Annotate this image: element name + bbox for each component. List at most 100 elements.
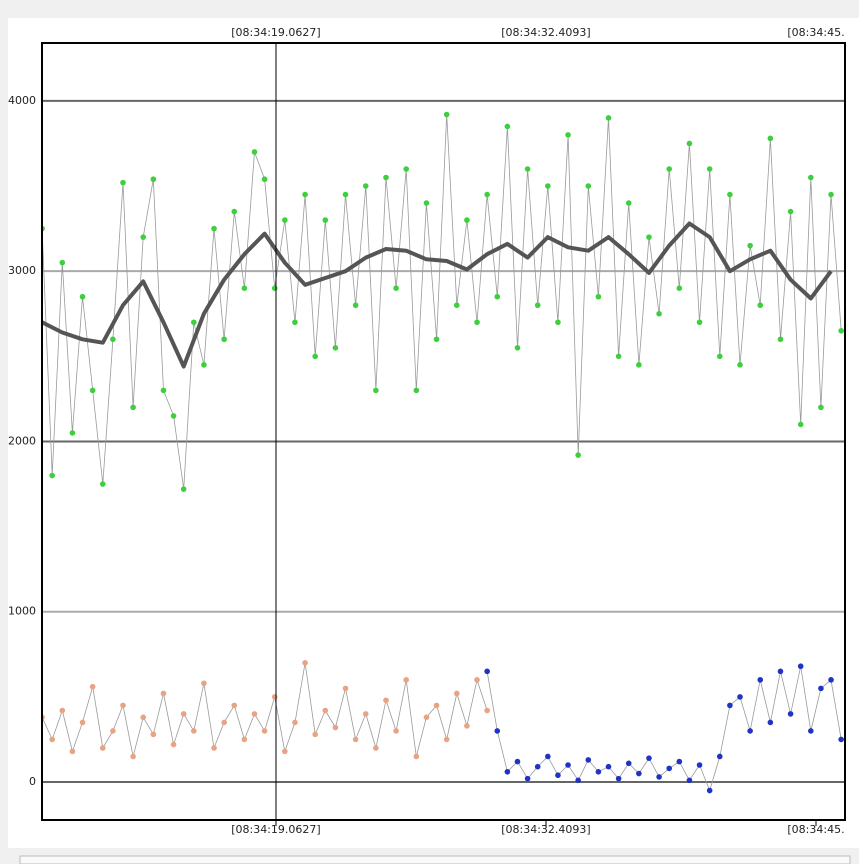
y-tick-label: 2000 <box>8 434 36 447</box>
x-tick-label-bottom: [08:34:32.4093] <box>501 823 590 836</box>
point <box>383 174 389 181</box>
point <box>484 668 490 675</box>
point <box>777 336 784 343</box>
point <box>605 115 612 121</box>
y-tick-label: 4000 <box>8 94 36 107</box>
point <box>342 191 349 198</box>
point <box>808 174 814 181</box>
point <box>575 452 581 458</box>
point <box>474 319 480 326</box>
point <box>79 719 86 726</box>
point <box>69 430 76 436</box>
point <box>403 677 410 683</box>
point <box>767 719 774 726</box>
point <box>747 242 753 249</box>
point <box>89 387 96 394</box>
point <box>110 336 116 343</box>
point <box>706 787 713 794</box>
point <box>322 707 329 714</box>
point <box>59 707 66 714</box>
point <box>352 736 359 743</box>
point <box>180 486 187 492</box>
point <box>615 775 622 782</box>
point <box>59 259 66 266</box>
point <box>727 702 733 709</box>
point <box>524 775 531 782</box>
point <box>342 685 349 692</box>
point <box>120 179 126 186</box>
point <box>261 728 268 734</box>
x-tick-label-top: [08:34:19.0627] <box>231 26 320 39</box>
point <box>737 694 743 700</box>
point <box>747 728 753 734</box>
point <box>565 762 571 768</box>
point <box>160 690 167 697</box>
point <box>686 140 693 147</box>
point <box>595 293 602 300</box>
point <box>464 217 470 223</box>
point <box>211 225 217 232</box>
y-tick-label: 1000 <box>8 605 36 618</box>
point <box>625 200 632 206</box>
point <box>140 714 147 721</box>
point <box>362 183 369 189</box>
point <box>403 166 410 172</box>
scrollbar[interactable] <box>19 855 851 864</box>
point <box>545 183 551 189</box>
point <box>120 702 126 709</box>
point <box>514 345 521 351</box>
point <box>150 731 157 738</box>
point <box>251 149 258 155</box>
point <box>221 719 227 726</box>
point <box>514 758 521 765</box>
point <box>646 234 652 240</box>
point <box>494 293 501 300</box>
point <box>302 191 308 198</box>
point <box>322 217 329 223</box>
point <box>727 191 733 198</box>
point <box>413 387 420 394</box>
point <box>221 336 227 343</box>
point <box>79 293 86 300</box>
labels: 0 1000 2000 3000 4000 [08:34:19.0627] [08:34:1… <box>8 26 845 836</box>
point <box>656 310 662 317</box>
point <box>211 745 217 751</box>
plot-area <box>42 43 845 820</box>
y-tick-label: 0 <box>29 775 36 788</box>
point <box>201 680 207 687</box>
point <box>383 697 389 704</box>
x-tick-label-top: [08:34:45. <box>787 26 844 39</box>
point <box>818 404 824 411</box>
point <box>534 763 541 770</box>
point <box>585 183 592 189</box>
point <box>413 753 420 760</box>
point <box>464 723 470 729</box>
point <box>828 677 834 683</box>
point <box>696 319 703 326</box>
y-tick-label: 3000 <box>8 264 36 277</box>
point <box>777 668 784 675</box>
point <box>312 731 318 738</box>
point <box>99 481 106 487</box>
point <box>282 748 288 755</box>
point <box>241 285 248 292</box>
point <box>787 711 794 717</box>
point <box>433 336 440 343</box>
point <box>534 302 541 309</box>
point <box>484 707 490 714</box>
point <box>352 302 359 309</box>
point <box>302 660 308 666</box>
point <box>231 208 238 215</box>
point <box>676 758 683 765</box>
point <box>646 755 652 761</box>
point <box>666 765 673 772</box>
x-tick-label-bottom: [08:34:45. <box>787 823 844 836</box>
point <box>433 702 440 709</box>
point <box>261 176 268 183</box>
point <box>828 191 834 198</box>
x-tick-label-top: [08:34:32.4093] <box>501 26 590 39</box>
point <box>716 353 723 360</box>
point <box>453 302 460 309</box>
point <box>49 472 55 479</box>
